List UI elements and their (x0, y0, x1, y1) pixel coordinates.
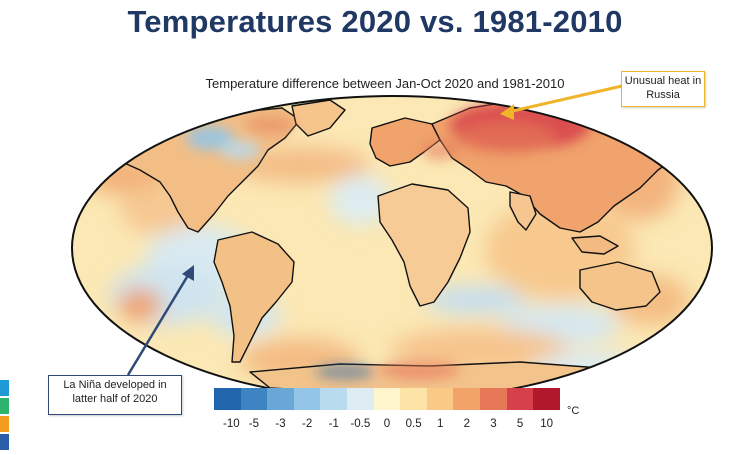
legend-tick-label: 10 (540, 418, 554, 430)
europe (369, 117, 441, 167)
map-subtitle: Temperature difference between Jan-Oct 2… (205, 76, 565, 91)
callout-lanina: La Niña developed in latter half of 2020 (48, 375, 182, 415)
legend-tick-label: -0.5 (350, 418, 371, 430)
australia (579, 261, 661, 311)
legend-tick-label: -3 (275, 418, 286, 430)
legend-tick-label: 3 (490, 418, 497, 430)
russia-callout-arrowhead (500, 104, 514, 120)
legend-unit: °C (567, 405, 580, 417)
legend-swatch (533, 388, 560, 410)
legend-swatch (480, 388, 507, 410)
legend-tick-label: -5 (248, 418, 260, 430)
lanina-callout-arrowhead (182, 265, 194, 281)
legend-color-bar (214, 388, 560, 410)
legend-tick-label: 2 (463, 418, 471, 430)
africa (377, 183, 471, 307)
lanina-callout-arrow (126, 271, 192, 376)
legend-swatch (240, 388, 268, 410)
legend-tick-label: -2 (302, 418, 313, 430)
canada-cold-spot (186, 126, 234, 150)
legend-swatch (373, 388, 401, 410)
legend-tick-label: 1 (437, 418, 444, 430)
greenland (291, 99, 346, 137)
slide-title: Temperatures 2020 vs. 1981-2010 (127, 4, 623, 39)
southeast-asia-islands (571, 235, 619, 255)
legend-swatch (214, 388, 241, 410)
legend-swatch (453, 388, 481, 410)
legend-swatch (267, 388, 294, 410)
legend-tick-label: 0.5 (405, 418, 422, 430)
legend-swatch (400, 388, 427, 410)
legend-tick-label: -1 (328, 418, 339, 430)
edge-strip-segment (0, 380, 9, 396)
legend-swatch (426, 388, 454, 410)
india (509, 191, 537, 231)
south-america (213, 231, 295, 363)
legend-tick-labels: -10 -5 -3 -2 -1 -0.5 0 0.5 1 2 3 5 10 (214, 418, 560, 434)
legend-tick-label: -10 (222, 418, 240, 430)
legend-tick-label: 5 (516, 418, 524, 430)
edge-strip-segment (0, 416, 9, 432)
map-field (72, 96, 712, 400)
legend-swatch (506, 388, 534, 410)
legend-tick-label: 0 (383, 418, 391, 430)
color-legend: -10 -5 -3 -2 -1 -0.5 0 0.5 1 2 3 5 10 (214, 388, 560, 436)
edge-strip-segment (0, 398, 9, 414)
edge-strip-segment (0, 434, 9, 450)
legend-swatch (293, 388, 321, 410)
legend-swatch (347, 388, 374, 410)
legend-swatch (320, 388, 348, 410)
russia-callout-arrow (507, 84, 623, 114)
callout-russia: Unusual heat in Russia (621, 71, 705, 107)
